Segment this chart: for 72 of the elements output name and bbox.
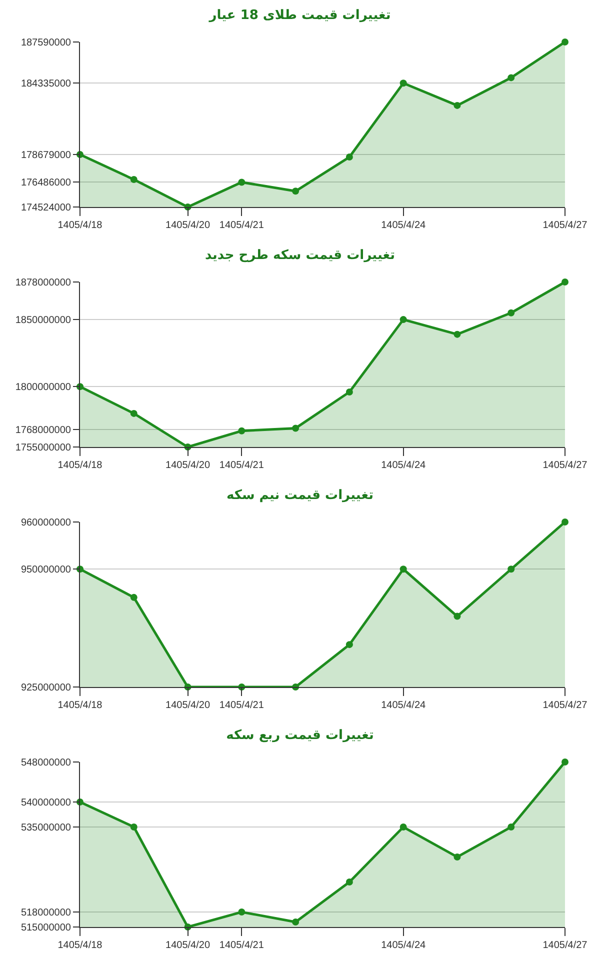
point (292, 424, 300, 432)
chart-title: تغییرات قیمت نیم سکه (226, 488, 374, 504)
y-tick-label: 548000000 (20, 758, 72, 768)
x-tick-label: 1405/4/20 (166, 460, 210, 471)
point (454, 330, 461, 338)
y-tick-label: 925000000 (20, 682, 72, 694)
y-tick-label: 1755000000 (15, 442, 72, 454)
x-tick-label: 1405/4/21 (219, 460, 264, 471)
x-tick-label: 1405/4/21 (219, 940, 264, 951)
y-tick-label: 1768000000 (15, 425, 72, 436)
y-tick-label: 187590000 (20, 38, 72, 48)
x-tick-label: 1405/4/20 (166, 220, 210, 231)
point (400, 316, 407, 324)
point (130, 176, 138, 184)
y-tick-label: 1850000000 (15, 315, 72, 326)
point (562, 518, 568, 526)
point (238, 427, 246, 434)
point (238, 178, 246, 186)
point (454, 612, 461, 620)
x-tick-label: 1405/4/20 (166, 700, 210, 711)
point (562, 278, 568, 286)
point (400, 566, 407, 573)
y-tick-label: 950000000 (20, 564, 72, 576)
point (292, 188, 300, 195)
y-tick-label: 535000000 (20, 822, 72, 834)
x-tick-label: 1405/4/27 (542, 460, 588, 471)
point (508, 74, 515, 82)
y-tick-label: 1878000000 (15, 278, 72, 288)
point (346, 878, 353, 886)
point (130, 410, 138, 417)
y-tick-label: 178679000 (20, 150, 72, 162)
point (292, 918, 300, 926)
x-tick-label: 1405/4/18 (58, 460, 103, 471)
y-tick-label: 518000000 (20, 908, 72, 918)
x-tick-label: 1405/4/24 (381, 940, 426, 951)
x-tick-label: 1405/4/27 (542, 220, 588, 231)
x-tick-label: 1405/4/21 (219, 220, 264, 231)
point (130, 824, 138, 830)
y-tick-label: 176486000 (20, 178, 72, 189)
y-tick-label: 960000000 (20, 518, 72, 528)
point (562, 38, 568, 46)
x-tick-label: 1405/4/24 (381, 460, 426, 471)
y-tick-label: 1800000000 (15, 382, 72, 394)
point (400, 824, 407, 830)
chart-title: تغییرات قیمت طلای 18 عیار (208, 8, 391, 24)
x-tick-label: 1405/4/24 (381, 220, 426, 231)
chart-title: تغییرات قیمت ربع سکه (226, 728, 374, 744)
point (346, 388, 353, 396)
point (508, 824, 515, 830)
point (130, 594, 138, 601)
y-tick-label: 540000000 (20, 798, 72, 808)
x-tick-label: 1405/4/18 (58, 940, 103, 951)
x-tick-label: 1405/4/18 (58, 220, 103, 231)
x-tick-label: 1405/4/18 (58, 700, 103, 711)
x-tick-label: 1405/4/27 (542, 940, 588, 951)
point (238, 908, 246, 916)
point (562, 758, 568, 766)
x-tick-label: 1405/4/21 (219, 700, 264, 711)
chart-title: تغییرات قیمت سکه طرح جدید (204, 248, 396, 264)
point (508, 566, 515, 573)
x-tick-label: 1405/4/24 (381, 700, 426, 711)
point (508, 309, 515, 316)
point (346, 154, 353, 161)
point (454, 102, 461, 109)
point (454, 854, 461, 860)
y-tick-label: 174524000 (20, 202, 72, 214)
point (400, 80, 407, 87)
y-tick-label: 515000000 (20, 922, 72, 934)
x-tick-label: 1405/4/27 (542, 700, 588, 711)
x-tick-label: 1405/4/20 (166, 940, 210, 951)
point (346, 641, 353, 648)
y-tick-label: 184335000 (20, 78, 72, 90)
